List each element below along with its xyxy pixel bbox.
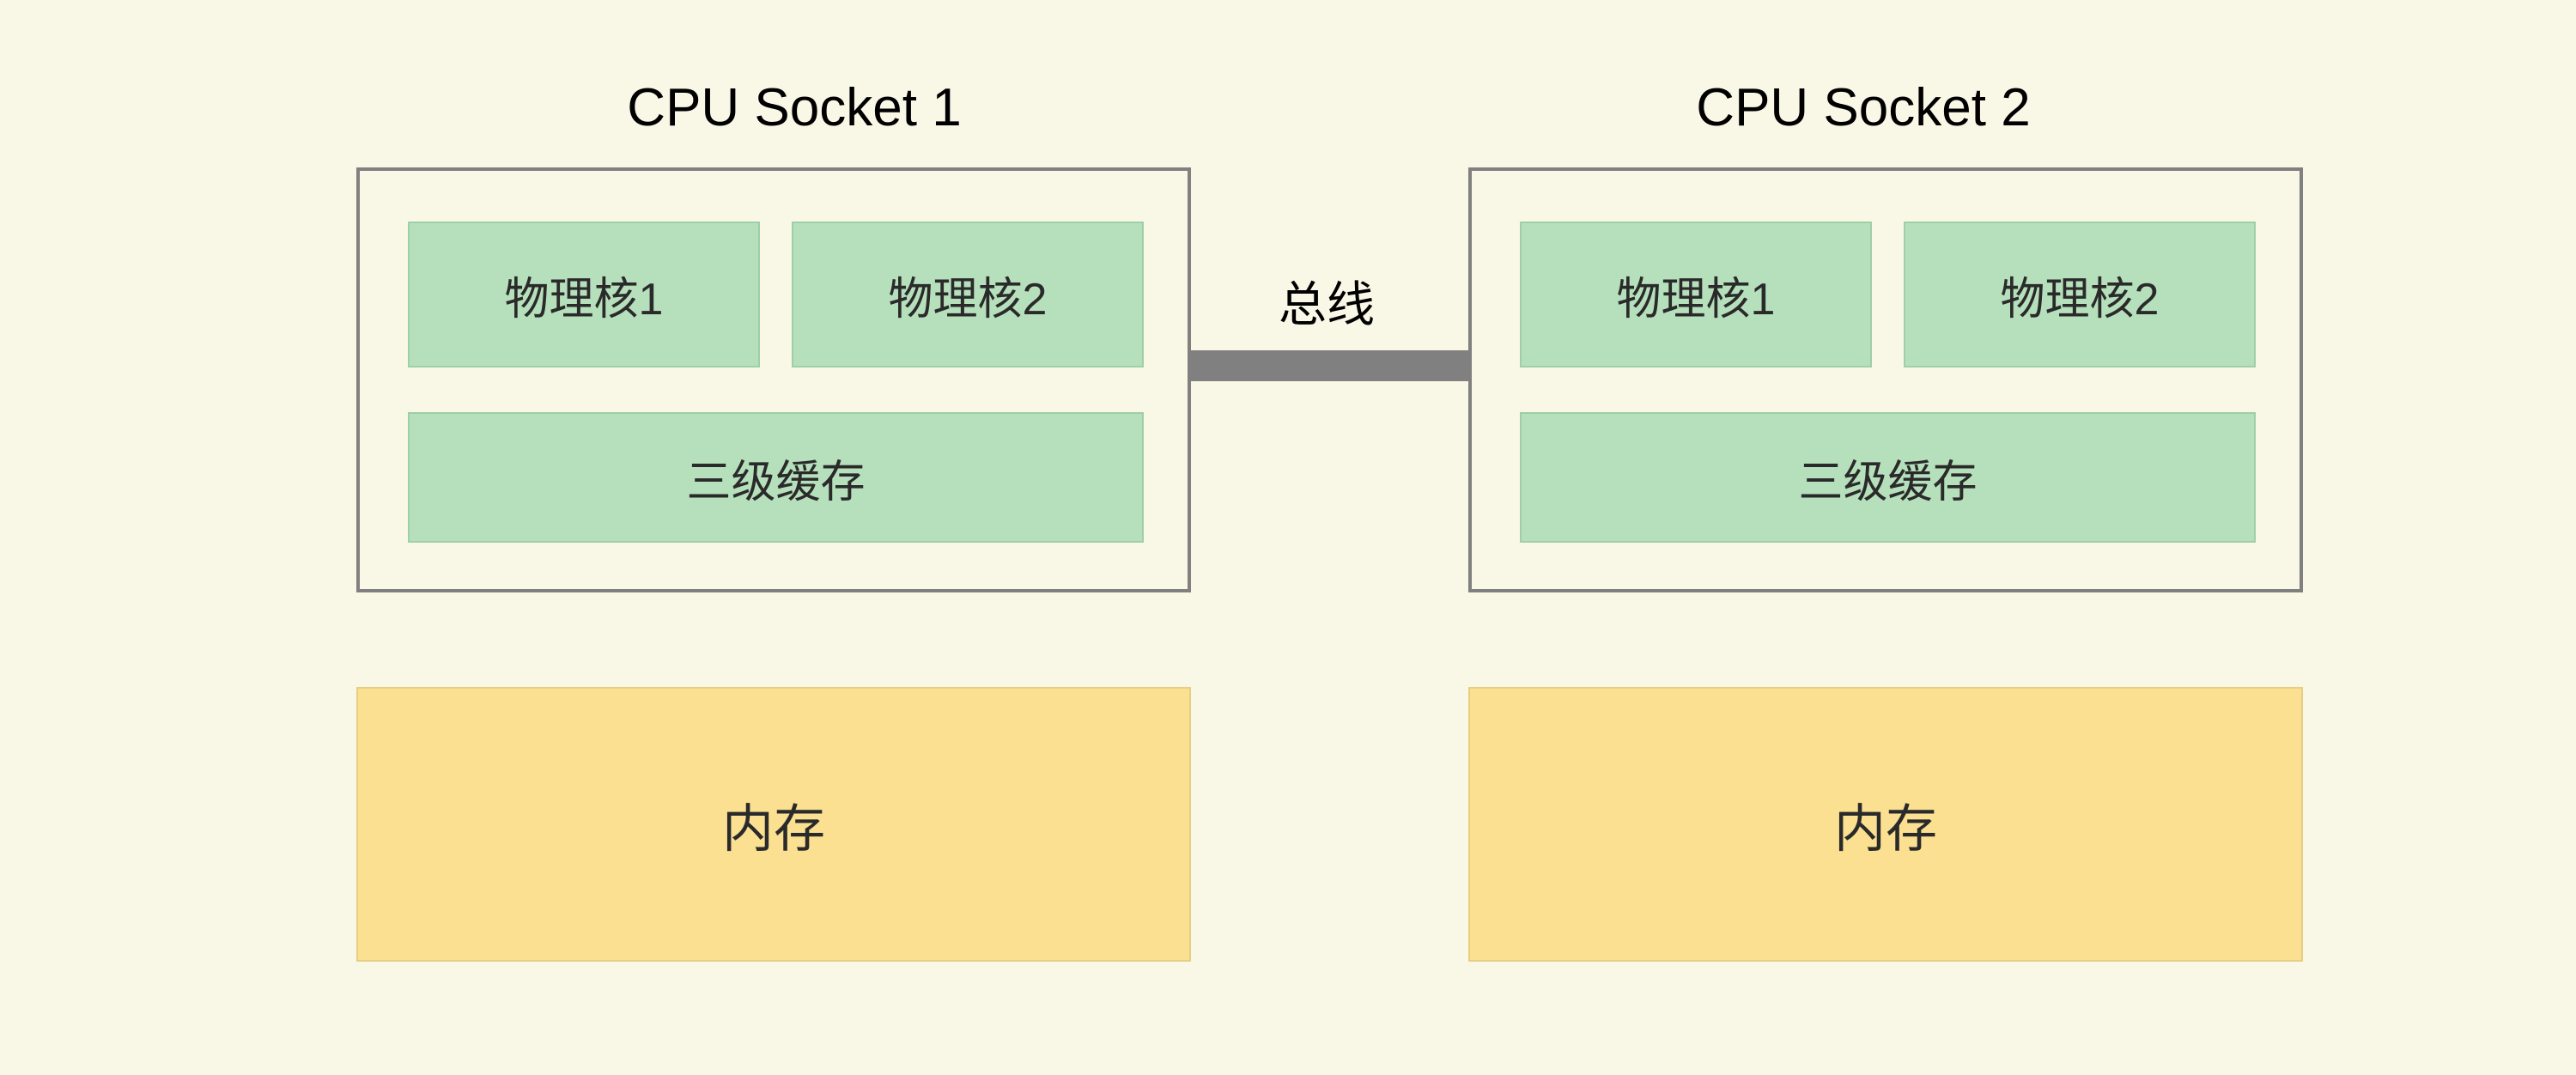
socket1-memory-label: 内存 <box>722 787 825 862</box>
socket2-title: CPU Socket 2 <box>1563 77 2164 138</box>
socket1-cache: 三级缓存 <box>408 412 1144 543</box>
socket2-core1-label: 物理核1 <box>1617 263 1776 327</box>
socket1-core1-label: 物理核1 <box>505 263 664 327</box>
socket1-core2: 物理核2 <box>792 222 1144 367</box>
socket1-core1: 物理核1 <box>408 222 760 367</box>
socket1-title-text: CPU Socket 1 <box>627 78 961 137</box>
socket2-core2-label: 物理核2 <box>2001 263 2160 327</box>
socket1-cache-label: 三级缓存 <box>686 446 865 510</box>
socket2-core2: 物理核2 <box>1904 222 2256 367</box>
socket1-title: CPU Socket 1 <box>494 77 1095 138</box>
socket1-memory: 内存 <box>356 687 1191 962</box>
socket2-title-text: CPU Socket 2 <box>1696 78 2030 137</box>
socket2-memory-label: 内存 <box>1834 787 1937 862</box>
socket2-cache: 三级缓存 <box>1520 412 2256 543</box>
bus-label: 总线 <box>1241 266 1413 336</box>
bus-line <box>1191 350 1468 381</box>
socket2-cache-label: 三级缓存 <box>1798 446 1977 510</box>
socket2-core1: 物理核1 <box>1520 222 1872 367</box>
socket2-memory: 内存 <box>1468 687 2303 962</box>
diagram-canvas: CPU Socket 1 物理核1 物理核2 三级缓存 内存 总线 CPU So… <box>0 0 2576 1075</box>
socket1-core2-label: 物理核2 <box>889 263 1048 327</box>
bus-label-text: 总线 <box>1279 277 1375 331</box>
